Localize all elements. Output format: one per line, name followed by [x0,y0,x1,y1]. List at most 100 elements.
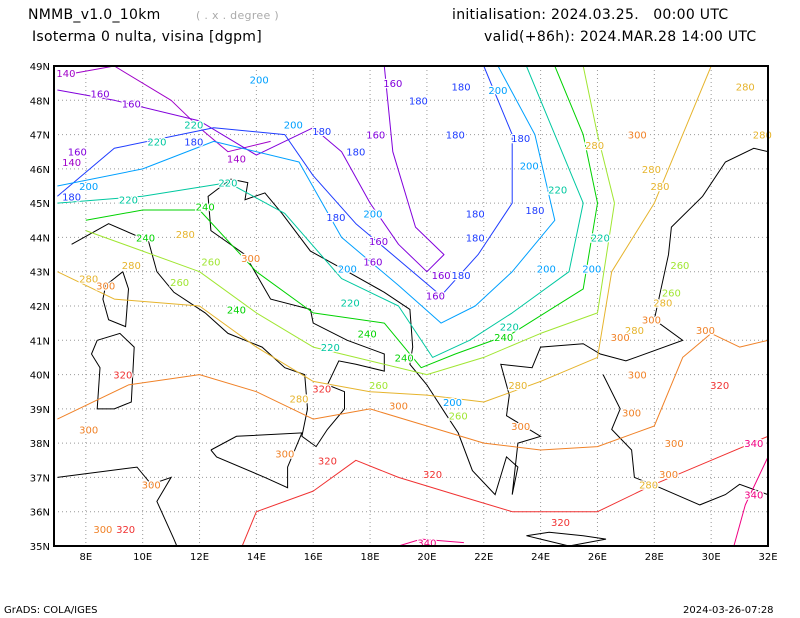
lat-tick-label: 41N [30,336,50,347]
contour-label: 300 [659,470,678,481]
coastline [102,271,130,328]
contour-label: 280 [585,141,604,152]
contour-label: 200 [79,182,98,193]
contour-label: 180 [511,134,530,145]
lon-tick-label: 28E [645,552,664,563]
contour-label: 200 [582,264,601,275]
lon-tick-label: 16E [304,552,323,563]
contour-label: 200 [363,209,382,220]
contour-label: 300 [642,316,661,327]
contour-label: 280 [289,395,308,406]
contour-label: 160 [426,292,445,303]
contour-label: 300 [628,371,647,382]
contour-label: 180 [451,271,470,282]
contour-label: 220 [119,196,138,207]
valid-time: valid(+86h): 2024.MAR.28 14:00 UTC [484,29,757,45]
contour-label: 280 [625,326,644,337]
lat-tick-label: 44N [30,233,50,244]
contour-label: 200 [338,264,357,275]
contour-label: 220 [500,323,519,334]
contour-label: 300 [389,401,408,412]
lat-tick-label: 46N [30,165,50,176]
contour-label: 160 [68,148,87,159]
contour-label: 280 [639,480,658,491]
lon-tick-label: 18E [361,552,380,563]
contour-label: 160 [363,257,382,268]
contour-label: 160 [432,271,451,282]
contour-label: 300 [622,408,641,419]
contour-label: 160 [383,79,402,90]
contour-label: 280 [736,83,755,94]
contour-label: 260 [369,381,388,392]
contour-label: 300 [93,525,112,536]
contour-label: 280 [79,275,98,286]
contour-label: 300 [79,425,98,436]
coastline [210,432,303,489]
coastline [57,466,178,546]
contour-180 [57,66,513,297]
contour-label: 180 [326,213,345,224]
contour-label: 300 [511,422,530,433]
lon-tick-label: 10E [133,552,152,563]
contour-label: 280 [653,299,672,310]
model-name: NMMB_v1.0_10km [28,7,161,23]
lon-tick-label: 26E [588,552,607,563]
lon-tick-label: 24E [531,552,550,563]
contour-label: 320 [113,371,132,382]
contour-label: 180 [525,206,544,217]
contour-340 [398,538,464,546]
contour-label: 260 [170,278,189,289]
contour-label: 200 [537,264,556,275]
lon-tick-label: 8E [79,552,92,563]
contour-340 [733,456,768,546]
contour-label: 240 [395,353,414,364]
contour-label: 300 [96,281,115,292]
lon-tick-label: 22E [474,552,493,563]
contour-label: 300 [241,254,260,265]
contour-140 [57,66,271,153]
lat-tick-label: 45N [30,199,50,210]
contour-label: 180 [466,233,485,244]
contour-label: 320 [710,381,729,392]
resolution-note: ( . x . degree ) [196,9,279,22]
contour-label: 180 [62,192,81,203]
contour-label: 340 [744,439,763,450]
contour-label: 240 [136,233,155,244]
contour-label: 200 [250,76,269,87]
contour-label: 280 [650,182,669,193]
contour-label: 180 [184,137,203,148]
init-time: initialisation: 2024.03.25. 00:00 UTC [452,7,729,23]
lat-tick-label: 49N [30,62,50,73]
contour-label: 180 [466,209,485,220]
contour-label: 320 [312,384,331,395]
contour-label: 340 [417,539,436,550]
contour-label: 180 [346,148,365,159]
lat-tick-label: 39N [30,405,50,416]
field-title: Isoterma 0 nulta, visina [dgpm] [32,29,263,45]
contour-label: 180 [446,131,465,142]
contour-label: 300 [696,326,715,337]
contour-label: 140 [56,69,75,80]
software-credit: GrADS: COLA/IGES [4,605,98,616]
contour-label: 280 [122,261,141,272]
contour-label: 300 [665,439,684,450]
contour-label: 160 [122,100,141,111]
contour-label: 220 [321,343,340,354]
lon-tick-label: 12E [190,552,209,563]
contour-label: 160 [366,131,385,142]
lat-tick-label: 47N [30,131,50,142]
contour-label: 160 [90,89,109,100]
contour-label: 200 [443,398,462,409]
contour-label: 180 [409,96,428,107]
coastline [602,374,768,506]
coastline [71,147,768,496]
contour-label: 320 [551,518,570,529]
lat-tick-label: 36N [30,508,50,519]
contour-label: 300 [628,131,647,142]
contour-label: 260 [449,412,468,423]
contour-label: 220 [184,120,203,131]
contour-label: 280 [508,381,527,392]
lat-tick-label: 37N [30,473,50,484]
contour-label: 240 [358,329,377,340]
lon-tick-label: 32E [758,552,777,563]
